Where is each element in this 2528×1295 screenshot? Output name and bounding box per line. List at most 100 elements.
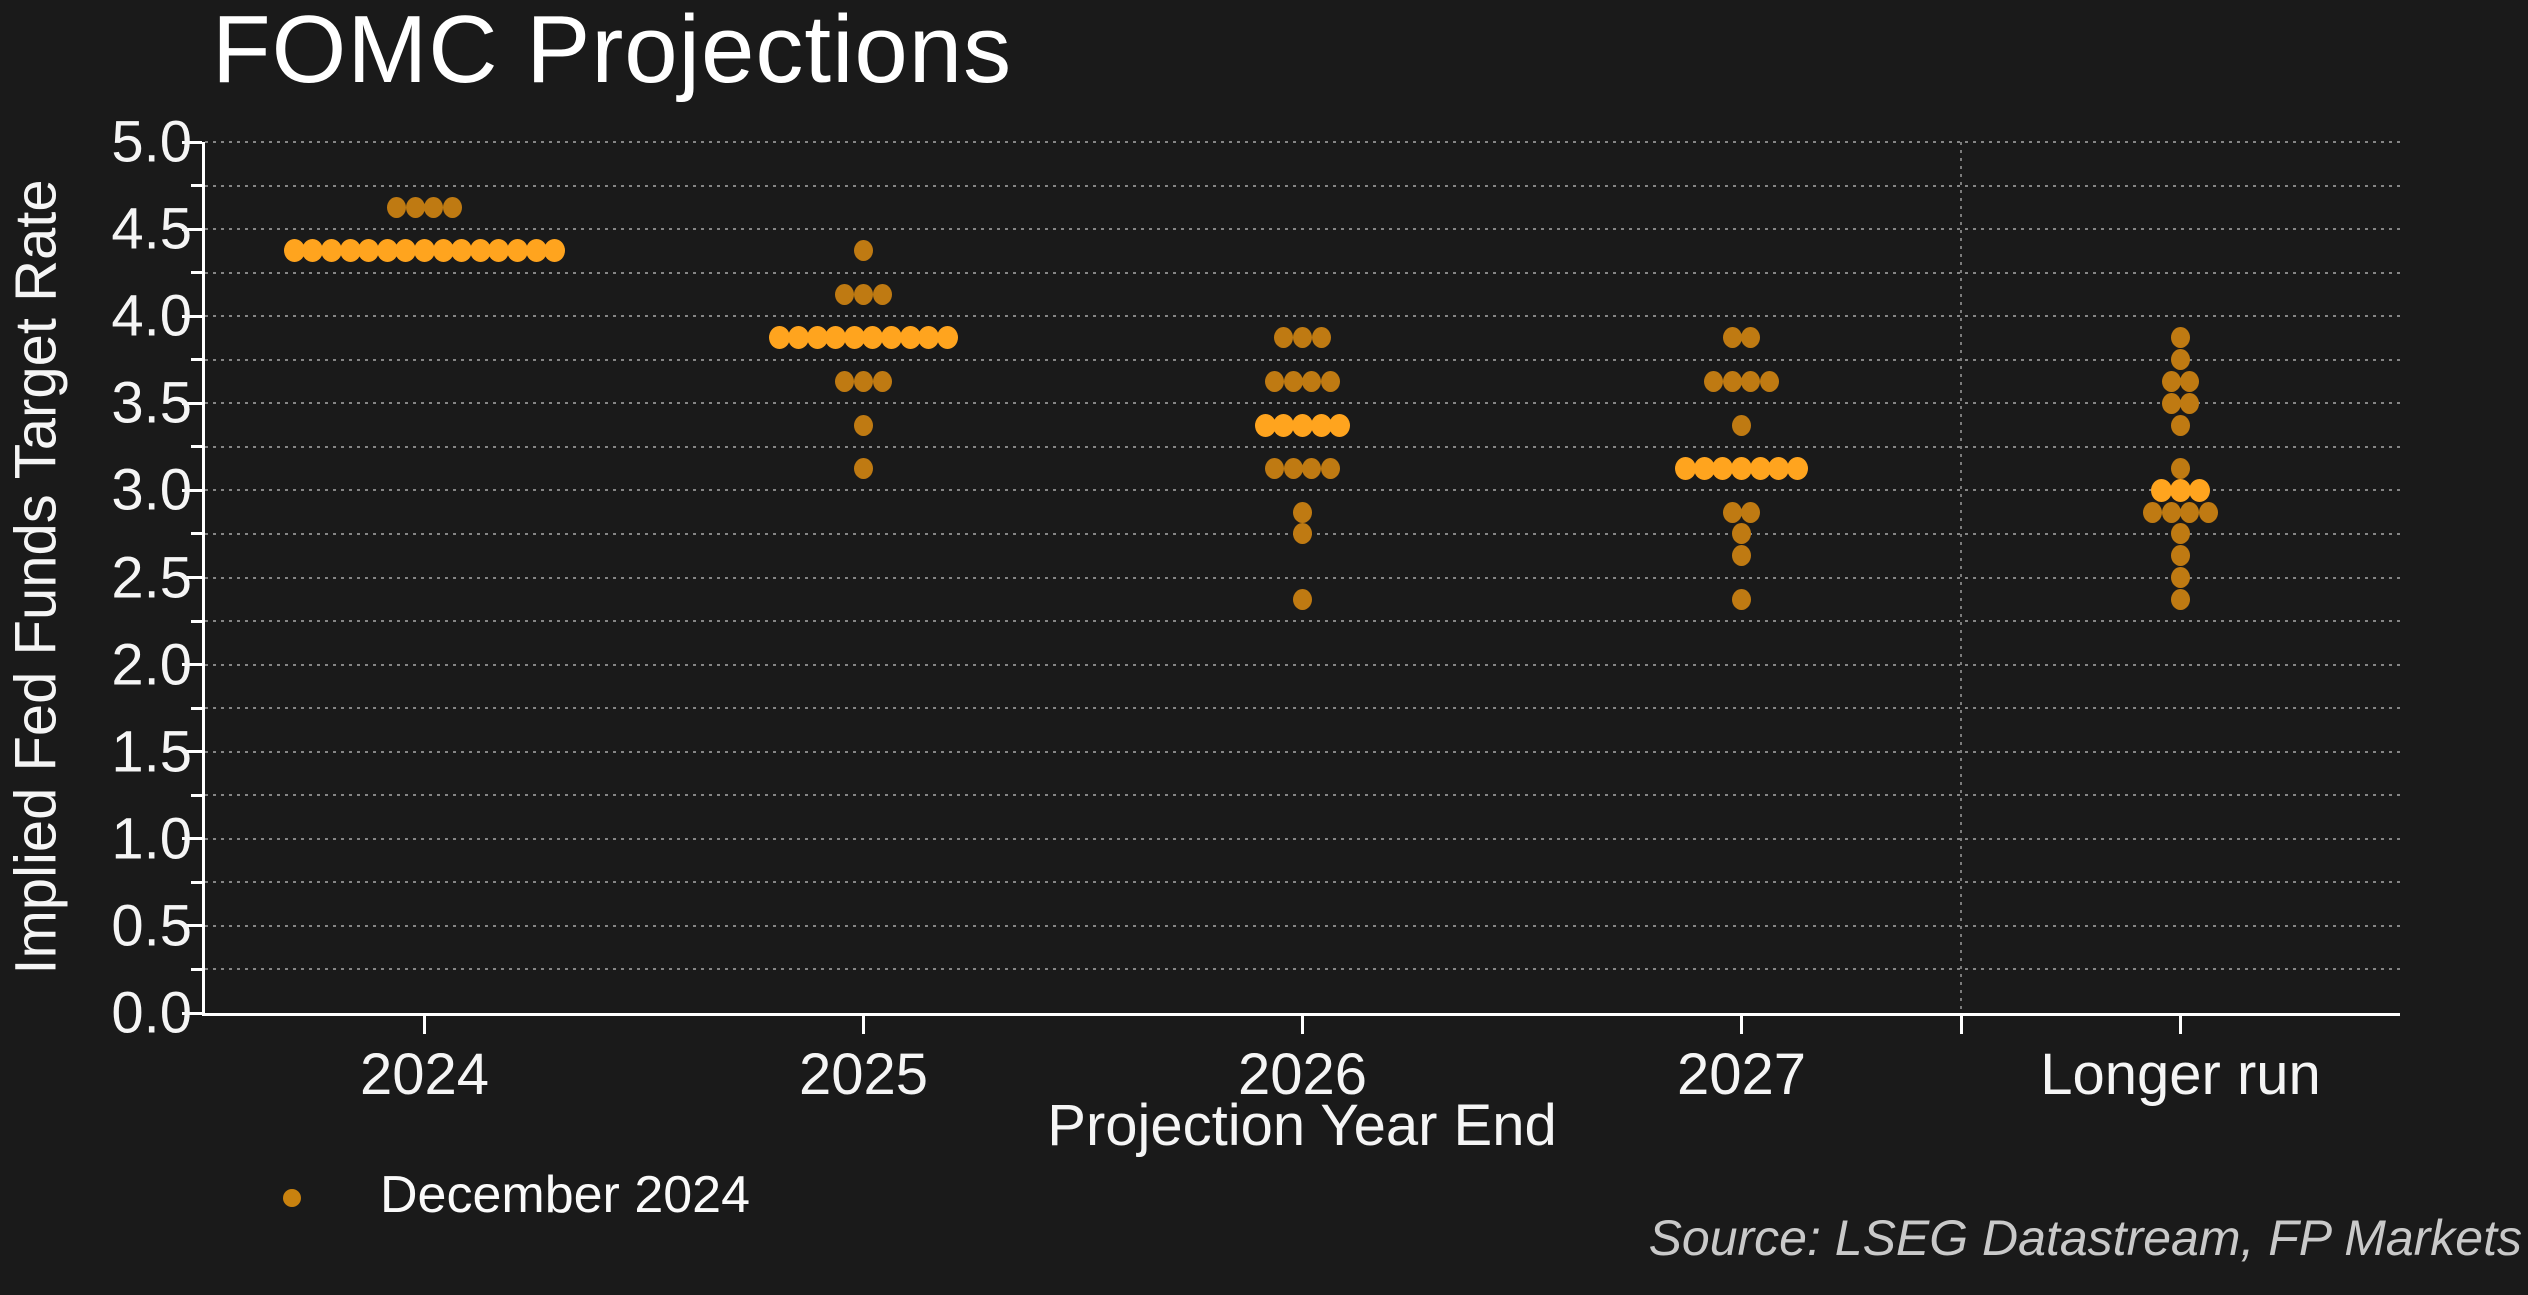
projection-dot	[1675, 457, 1697, 481]
projection-dot	[843, 326, 865, 350]
y-minor-tick	[191, 880, 202, 884]
gridline	[205, 271, 2400, 274]
projection-dot	[1712, 457, 1734, 481]
y-axis-title: Implied Fed Funds Target Rate	[3, 179, 69, 975]
projection-dot	[469, 239, 491, 263]
projection-dot	[1749, 457, 1771, 481]
y-minor-tick	[191, 967, 202, 971]
y-major-tick	[182, 576, 202, 579]
projection-dot	[1722, 501, 1742, 523]
y-major-tick	[182, 924, 202, 928]
y-major-tick	[182, 140, 202, 144]
projection-dot	[936, 326, 958, 350]
x-tick	[423, 1016, 426, 1034]
projection-dot	[1329, 413, 1351, 437]
chart-title: FOMC Projections	[212, 0, 1013, 103]
projection-dot	[1759, 371, 1779, 393]
x-tick	[2179, 1016, 2182, 1034]
y-major-tick	[182, 663, 202, 667]
projection-dot	[1283, 371, 1303, 393]
gridline	[205, 924, 2400, 927]
y-tick-label: 4.5	[111, 196, 192, 262]
projection-dot	[1768, 457, 1790, 481]
projection-dot	[787, 326, 809, 350]
projection-dot	[2171, 588, 2190, 610]
projection-dot	[1265, 458, 1285, 480]
legend-label: December 2024	[380, 1166, 750, 1224]
projection-dot	[835, 371, 855, 393]
projection-dot	[1293, 588, 1312, 610]
y-minor-tick	[191, 184, 202, 188]
projection-dot	[358, 239, 380, 263]
projection-dot	[1732, 588, 1751, 610]
x-tick-label: 2026	[1237, 1042, 1368, 1107]
y-minor-tick	[191, 793, 202, 797]
projection-dot	[1265, 371, 1285, 393]
projection-dot	[2151, 478, 2173, 502]
y-tick-label: 1.0	[111, 806, 192, 872]
x-axis-spine	[202, 1013, 2400, 1016]
projection-dot	[387, 196, 407, 218]
x-axis-title: Projection Year End	[1047, 1093, 1557, 1158]
projection-dot	[2180, 501, 2200, 523]
gridline	[205, 576, 2400, 579]
projection-dot	[880, 326, 902, 350]
projection-dot	[806, 326, 828, 350]
projection-dot	[854, 414, 873, 436]
projection-dot	[1283, 458, 1303, 480]
projection-dot	[1311, 327, 1331, 349]
x-tick-label: 2027	[1676, 1042, 1807, 1107]
projection-dot	[432, 239, 454, 263]
y-major-tick	[182, 227, 202, 231]
projection-dot	[2171, 545, 2190, 567]
projection-dot	[525, 239, 547, 263]
x-tick-label: Longer run	[2040, 1042, 2321, 1107]
y-tick-label: 5.0	[111, 109, 192, 175]
projection-dot	[1254, 413, 1276, 437]
projection-dot	[339, 239, 361, 263]
projection-dot	[1320, 371, 1340, 393]
gridline	[205, 489, 2400, 492]
projection-dot	[1741, 327, 1761, 349]
gridline	[205, 794, 2400, 797]
plot-area	[205, 141, 2400, 1013]
projection-dot	[1302, 458, 1322, 480]
y-major-tick	[182, 750, 202, 754]
projection-dot	[1320, 458, 1340, 480]
projection-dot	[2198, 501, 2218, 523]
projection-dot	[395, 239, 417, 263]
projection-dot	[2170, 478, 2191, 502]
projection-dot	[1741, 371, 1761, 393]
projection-dot	[451, 239, 473, 263]
projection-dot	[1693, 457, 1715, 481]
legend-dot-icon	[283, 1189, 301, 1207]
projection-dot	[872, 371, 892, 393]
projection-dot	[1274, 327, 1294, 349]
projection-dot	[2171, 523, 2190, 545]
projection-dot	[825, 326, 847, 350]
y-axis-spine	[202, 142, 205, 1016]
x-tick	[1740, 1016, 1743, 1034]
y-minor-tick	[191, 358, 202, 362]
y-minor-tick	[191, 445, 202, 449]
projection-dot	[854, 371, 873, 393]
projection-dot	[2180, 392, 2200, 414]
y-major-tick	[182, 837, 202, 841]
gridline	[205, 620, 2400, 623]
projection-dot	[1732, 414, 1751, 436]
projection-dot	[899, 326, 921, 350]
gridline	[205, 663, 2400, 666]
projection-dot	[1310, 413, 1332, 437]
projection-dot	[2171, 567, 2190, 588]
projection-dot	[2161, 392, 2181, 414]
projection-dot	[1732, 523, 1751, 545]
projection-dot	[918, 326, 940, 350]
projection-dot	[1722, 371, 1742, 393]
projection-dot	[376, 239, 398, 263]
projection-dot	[414, 239, 435, 263]
projection-dot	[2171, 414, 2190, 436]
y-major-tick	[182, 488, 202, 492]
projection-dot	[442, 196, 462, 218]
projection-dot	[1293, 523, 1312, 545]
y-minor-tick	[191, 706, 202, 710]
